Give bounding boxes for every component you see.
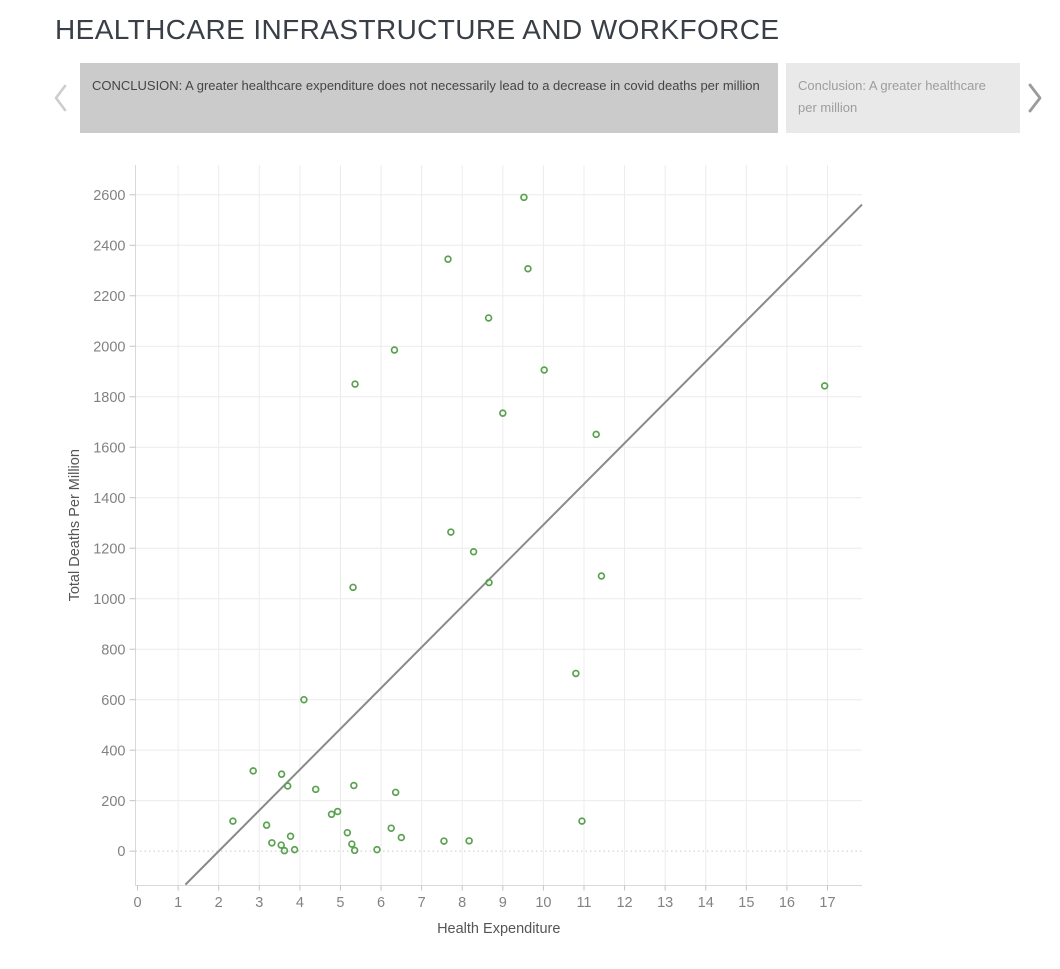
data-point[interactable] (484, 314, 493, 322)
y-axis-title: Total Deaths Per Million (67, 449, 83, 601)
data-point[interactable] (277, 841, 285, 849)
data-point[interactable] (300, 695, 308, 704)
data-point[interactable] (485, 578, 493, 587)
x-tick-label: 7 (418, 895, 426, 911)
data-point[interactable] (572, 669, 580, 678)
x-tick-label: 9 (499, 895, 507, 911)
data-point[interactable] (290, 845, 299, 854)
x-tick-label: 8 (458, 895, 466, 911)
x-tick-label: 1 (174, 895, 182, 911)
data-point[interactable] (390, 346, 399, 354)
story-point-caption: CONCLUSION: A greater healthcare expendi… (92, 78, 760, 93)
data-point[interactable] (578, 817, 586, 825)
y-tick-label: 1000 (93, 592, 125, 608)
data-point[interactable] (440, 837, 448, 845)
data-point[interactable] (350, 846, 359, 855)
x-tick-label: 17 (819, 895, 835, 911)
story-point-next[interactable]: Conclusion: A greater healthcare per mil… (786, 63, 1020, 133)
data-point[interactable] (277, 770, 286, 778)
x-tick-label: 15 (738, 895, 754, 911)
x-tick-label: 12 (616, 895, 632, 911)
story-point-active[interactable]: CONCLUSION: A greater healthcare expendi… (80, 63, 778, 133)
data-point[interactable] (592, 430, 600, 439)
y-tick-label: 1200 (93, 541, 125, 557)
y-tick-label: 800 (101, 642, 125, 658)
caption-line-2: per million (798, 100, 858, 115)
x-tick-label: 3 (255, 895, 263, 911)
data-point[interactable] (469, 548, 478, 556)
x-tick-label: 0 (133, 895, 141, 911)
x-axis-title: Health Expenditure (437, 921, 560, 937)
previous-story-point-button[interactable] (52, 63, 70, 133)
y-tick-label: 2600 (93, 188, 125, 204)
data-point[interactable] (327, 810, 336, 819)
data-point[interactable] (343, 828, 352, 837)
data-point[interactable] (350, 781, 358, 790)
y-tick-label: 0 (117, 844, 125, 860)
y-tick-label: 1800 (93, 390, 125, 406)
data-point[interactable] (597, 572, 606, 580)
x-tick-label: 16 (779, 895, 795, 911)
y-tick-label: 2400 (93, 238, 125, 254)
x-tick-label: 2 (215, 895, 223, 911)
trend-line (184, 203, 863, 886)
data-point[interactable] (333, 807, 342, 816)
data-point[interactable] (268, 839, 276, 847)
chevron-left-icon (54, 84, 67, 112)
data-point[interactable] (348, 840, 356, 848)
y-tick-label: 600 (101, 693, 125, 709)
data-point[interactable] (499, 409, 507, 417)
data-point[interactable] (444, 255, 452, 263)
data-point[interactable] (249, 767, 257, 775)
x-tick-label: 5 (336, 895, 344, 911)
data-point[interactable] (397, 833, 406, 842)
data-point[interactable] (387, 824, 395, 832)
next-story-point-button[interactable] (1025, 63, 1045, 133)
x-tick-label: 14 (698, 895, 714, 911)
x-tick-label: 6 (377, 895, 385, 911)
data-point[interactable] (311, 785, 320, 794)
story-point-next-caption: Conclusion: A greater healthcare per mil… (786, 63, 1020, 119)
x-tick-label: 11 (576, 895, 591, 911)
chevron-right-icon (1028, 83, 1042, 113)
data-point[interactable] (447, 528, 455, 536)
y-tick-label: 2200 (93, 289, 125, 305)
data-point[interactable] (465, 837, 473, 845)
data-point[interactable] (373, 845, 381, 854)
data-point[interactable] (524, 265, 532, 273)
y-tick-label: 2000 (93, 339, 125, 355)
x-tick-label: 13 (657, 895, 673, 911)
data-point[interactable] (229, 817, 237, 825)
story-navigator: CONCLUSION: A greater healthcare expendi… (0, 63, 1060, 133)
y-tick-label: 200 (101, 794, 125, 810)
data-point[interactable] (351, 380, 359, 388)
data-point[interactable] (391, 788, 400, 797)
y-tick-label: 1400 (93, 491, 125, 507)
data-point[interactable] (520, 193, 528, 202)
y-tick-label: 1600 (93, 440, 125, 456)
page-title: HEALTHCARE INFRASTRUCTURE AND WORKFORCE (55, 14, 780, 45)
y-tick-label: 400 (101, 743, 125, 759)
data-point[interactable] (820, 382, 829, 390)
data-point[interactable] (283, 782, 292, 790)
data-point[interactable] (280, 846, 289, 855)
x-tick-label: 4 (296, 895, 304, 911)
caption-line-1: Conclusion: A greater healthcare (798, 78, 986, 93)
data-point[interactable] (286, 832, 295, 841)
data-point[interactable] (540, 366, 548, 374)
data-point[interactable] (262, 821, 271, 829)
x-tick-label: 10 (535, 895, 551, 911)
data-point[interactable] (349, 583, 357, 592)
